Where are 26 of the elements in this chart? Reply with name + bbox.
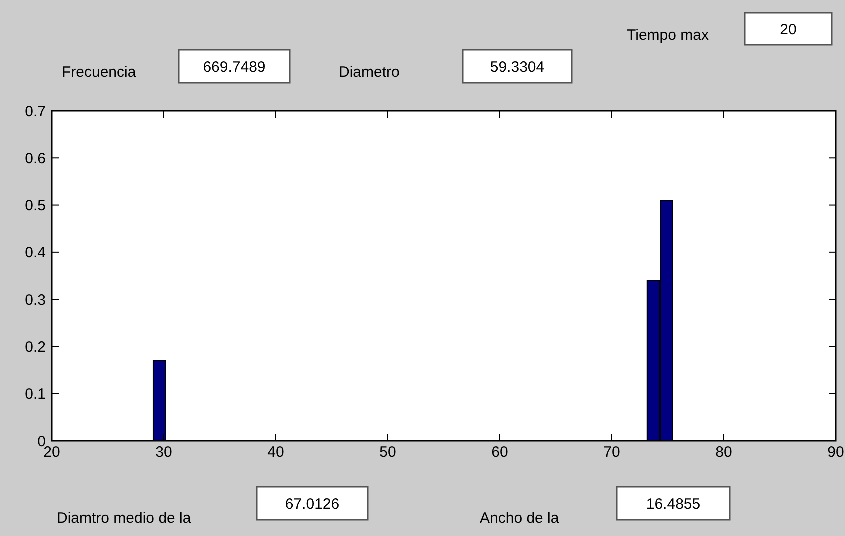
y-tick-label: 0.3 — [25, 292, 46, 309]
text: Diametro — [339, 64, 400, 81]
y-tick-label: 0.1 — [25, 386, 46, 404]
y-tick-label: 0 — [38, 433, 46, 450]
x-tick-label: 90 — [828, 444, 844, 461]
y-tick-label: 0.6 — [25, 150, 46, 168]
text: Frecuencia — [62, 64, 137, 81]
y-tick-label: 0.2 — [25, 338, 46, 356]
x-tick-label: 30 — [156, 444, 172, 461]
x-tick-label: 40 — [268, 444, 284, 461]
text: 67.0126 — [285, 496, 340, 513]
x-tick-label: 50 — [380, 444, 396, 461]
y-tick-label: 0.5 — [25, 198, 46, 215]
text: 16.4855 — [646, 496, 701, 513]
text: Diamtro medio de la — [57, 510, 192, 527]
x-tick-label: 20 — [44, 444, 60, 461]
text: Tiempo max — [627, 27, 710, 44]
text: 59.3304 — [490, 58, 545, 76]
x-tick-label: 80 — [716, 444, 732, 461]
text: Ancho de la — [480, 510, 560, 527]
x-tick-label: 70 — [604, 444, 620, 461]
text: 669.7489 — [203, 58, 266, 76]
text: 20 — [780, 21, 797, 38]
y-tick-label: 0.7 — [25, 103, 46, 120]
y-tick-label: 0.4 — [25, 244, 46, 262]
x-tick-label: 60 — [492, 444, 508, 461]
